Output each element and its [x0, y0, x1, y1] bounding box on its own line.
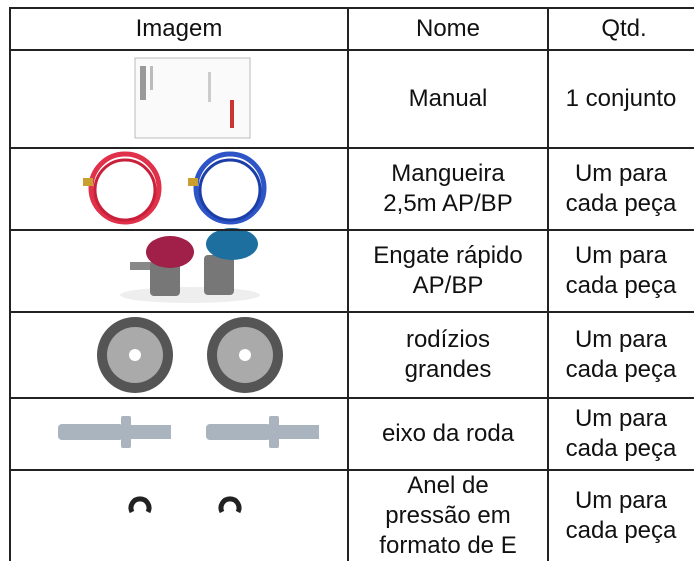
row-border — [10, 49, 694, 51]
header-cell: Qtd. — [601, 15, 647, 42]
row-border — [10, 469, 694, 471]
manual-image — [134, 57, 251, 139]
row-border — [10, 311, 694, 313]
name-cell: Anel de pressão em formato de E — [379, 471, 517, 559]
col-border — [347, 7, 349, 561]
qty-cell: Um para cada peça — [565, 326, 677, 383]
wheels-image — [97, 317, 283, 393]
col-border — [9, 7, 11, 561]
row-border — [10, 7, 694, 9]
name-cell: rodízios grandes — [404, 326, 492, 383]
couplers-image — [120, 228, 260, 303]
name-cell: Manual — [408, 85, 488, 112]
qty-cell: Um para cada peça — [565, 242, 677, 299]
e-rings-image — [128, 496, 242, 514]
name-cell: eixo da roda — [381, 420, 515, 447]
name-cell: Mangueira 2,5m AP/BP — [383, 160, 513, 217]
col-border — [547, 7, 549, 561]
header-cell: Imagem — [135, 15, 223, 42]
qty-cell: Um para cada peça — [565, 405, 677, 462]
name-cell: Engate rápido AP/BP — [373, 242, 523, 299]
row-border — [10, 147, 694, 149]
qty-cell: 1 conjunto — [565, 85, 677, 112]
qty-cell: Um para cada peça — [565, 486, 677, 544]
hoses-image — [83, 151, 267, 225]
axles-image — [58, 416, 319, 448]
row-border — [10, 229, 694, 231]
header-cell: Nome — [415, 15, 481, 42]
item-images — [58, 57, 319, 514]
qty-cell: Um para cada peça — [565, 160, 677, 217]
row-border — [10, 397, 694, 399]
